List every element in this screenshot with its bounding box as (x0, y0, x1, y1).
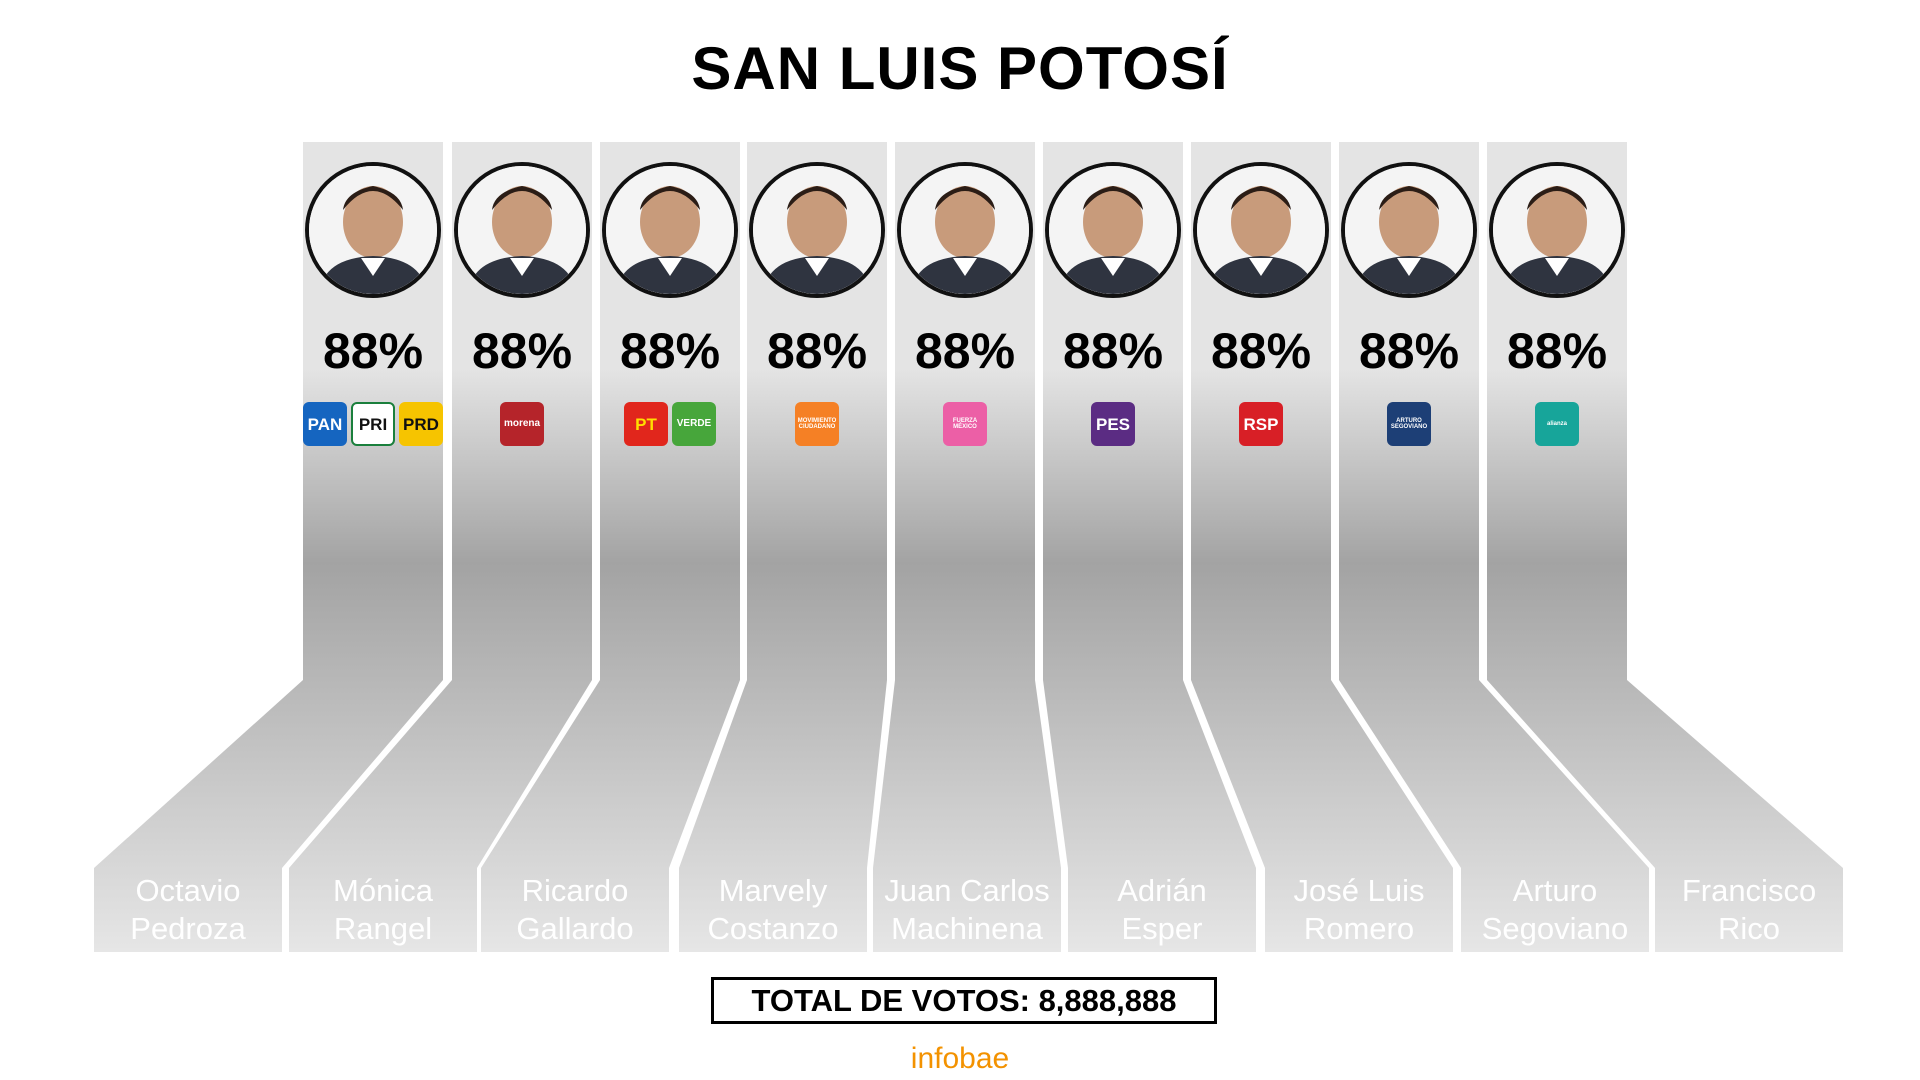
candidate-last-name: Rico (1717, 911, 1780, 946)
party-logos: MOVIMIENTO CIUDADANO (729, 402, 905, 446)
candidate-photo (1341, 162, 1477, 298)
party-logo: PRD (399, 402, 443, 446)
brand-logo: infobae (910, 1042, 1010, 1075)
party-logos: PES (1025, 402, 1201, 446)
candidate-ribbon (481, 142, 740, 952)
candidate-column: 88% ARTURO SEGOVIANO (1335, 142, 1483, 446)
candidate-photo (1489, 162, 1625, 298)
candidate-first-name: Adrián (1117, 873, 1207, 908)
candidate-column: 88% PT VERDE (596, 142, 744, 446)
candidate-photo (897, 162, 1033, 298)
candidate-photo (602, 162, 738, 298)
candidate-column: 88% morena (448, 142, 596, 446)
candidate-last-name: Costanzo (707, 911, 839, 946)
person-icon (1345, 166, 1473, 294)
candidate-first-name: Arturo (1512, 873, 1598, 908)
candidate-ribbon (679, 142, 887, 952)
candidate-first-name: Francisco (1681, 873, 1817, 908)
party-logos: ARTURO SEGOVIANO (1321, 402, 1497, 446)
party-logo: PT (624, 402, 668, 446)
vote-percentage: 88% (619, 323, 721, 379)
vote-percentage: 88% (1506, 323, 1608, 379)
candidate-first-name: Juan Carlos (884, 873, 1050, 908)
candidate-column: 88% MOVIMIENTO CIUDADANO (743, 142, 891, 446)
page-title: SAN LUIS POTOSÍ (691, 35, 1229, 102)
candidate-column: 88% FUERZA MÉXICO (891, 142, 1039, 446)
person-icon (901, 166, 1029, 294)
candidate-photo (305, 162, 441, 298)
candidate-name: Francisco Rico (1655, 868, 1843, 952)
candidate-column: 88% alianza (1483, 142, 1631, 446)
total-votes-label: TOTAL DE VOTOS: 8,888,888 (751, 982, 1177, 1018)
candidate-name: Ricardo Gallardo (481, 868, 669, 952)
person-icon (1197, 166, 1325, 294)
candidate-ribbon (1487, 142, 1843, 952)
candidate-column: 88% PAN PRI PRD (299, 142, 447, 446)
candidate-ribbon (289, 142, 592, 952)
vote-percentage: 88% (1062, 323, 1164, 379)
candidate-photo (749, 162, 885, 298)
candidate-ribbon (1191, 142, 1453, 952)
candidate-name: Marvely Costanzo (679, 868, 867, 952)
candidate-last-name: Esper (1121, 911, 1203, 946)
party-logos: PT VERDE (582, 402, 758, 446)
candidate-first-name: José Luis (1293, 873, 1425, 908)
candidate-last-name: Pedroza (130, 911, 246, 946)
party-logo: PAN (303, 402, 347, 446)
person-icon (1493, 166, 1621, 294)
candidate-photo (1045, 162, 1181, 298)
candidate-name: Arturo Segoviano (1461, 868, 1649, 952)
candidate-ribbon (1339, 142, 1649, 952)
candidate-column: 88% RSP (1187, 142, 1335, 446)
party-logo: PRI (351, 402, 395, 446)
party-logo: VERDE (672, 402, 716, 446)
candidate-last-name: Romero (1303, 911, 1415, 946)
candidate-first-name: Marvely (718, 873, 828, 908)
party-logo: PES (1091, 402, 1135, 446)
candidate-first-name: Mónica (333, 873, 433, 908)
candidate-name: Juan Carlos Machinena (873, 868, 1061, 952)
party-logos: PAN PRI PRD (285, 402, 461, 446)
vote-percentage: 88% (766, 323, 868, 379)
party-logo: morena (500, 402, 544, 446)
vote-percentage: 88% (471, 323, 573, 379)
person-icon (458, 166, 586, 294)
vote-percentage: 88% (1210, 323, 1312, 379)
candidate-name: José Luis Romero (1265, 868, 1453, 952)
party-logo: RSP (1239, 402, 1283, 446)
party-logos: FUERZA MÉXICO (877, 402, 1053, 446)
person-icon (753, 166, 881, 294)
party-logo: MOVIMIENTO CIUDADANO (795, 402, 839, 446)
candidate-name: Adrián Esper (1068, 868, 1256, 952)
candidate-ribbon (873, 142, 1061, 952)
total-votes-box: TOTAL DE VOTOS: 8,888,888 (711, 977, 1217, 1024)
vote-percentage: 88% (322, 323, 424, 379)
candidate-name: Mónica Rangel (289, 868, 477, 952)
party-logo: FUERZA MÉXICO (943, 402, 987, 446)
candidate-photo (454, 162, 590, 298)
party-logo: ARTURO SEGOVIANO (1387, 402, 1431, 446)
candidate-last-name: Gallardo (516, 911, 634, 946)
vote-percentage: 88% (1358, 323, 1460, 379)
candidate-column: 88% PES (1039, 142, 1187, 446)
vote-percentage: 88% (914, 323, 1016, 379)
candidate-name: Octavio Pedroza (94, 868, 282, 952)
candidate-last-name: Segoviano (1481, 911, 1629, 946)
candidate-first-name: Ricardo (521, 873, 629, 908)
candidate-ribbon (1043, 142, 1256, 952)
candidate-first-name: Octavio (135, 873, 241, 908)
person-icon (606, 166, 734, 294)
party-logos: morena (434, 402, 610, 446)
party-logos: alianza (1469, 402, 1645, 446)
candidate-last-name: Machinena (891, 911, 1043, 946)
party-logos: RSP (1173, 402, 1349, 446)
party-logo: alianza (1535, 402, 1579, 446)
candidate-last-name: Rangel (333, 911, 433, 946)
candidate-photo (1193, 162, 1329, 298)
candidate-ribbon (94, 142, 443, 952)
person-icon (309, 166, 437, 294)
person-icon (1049, 166, 1177, 294)
